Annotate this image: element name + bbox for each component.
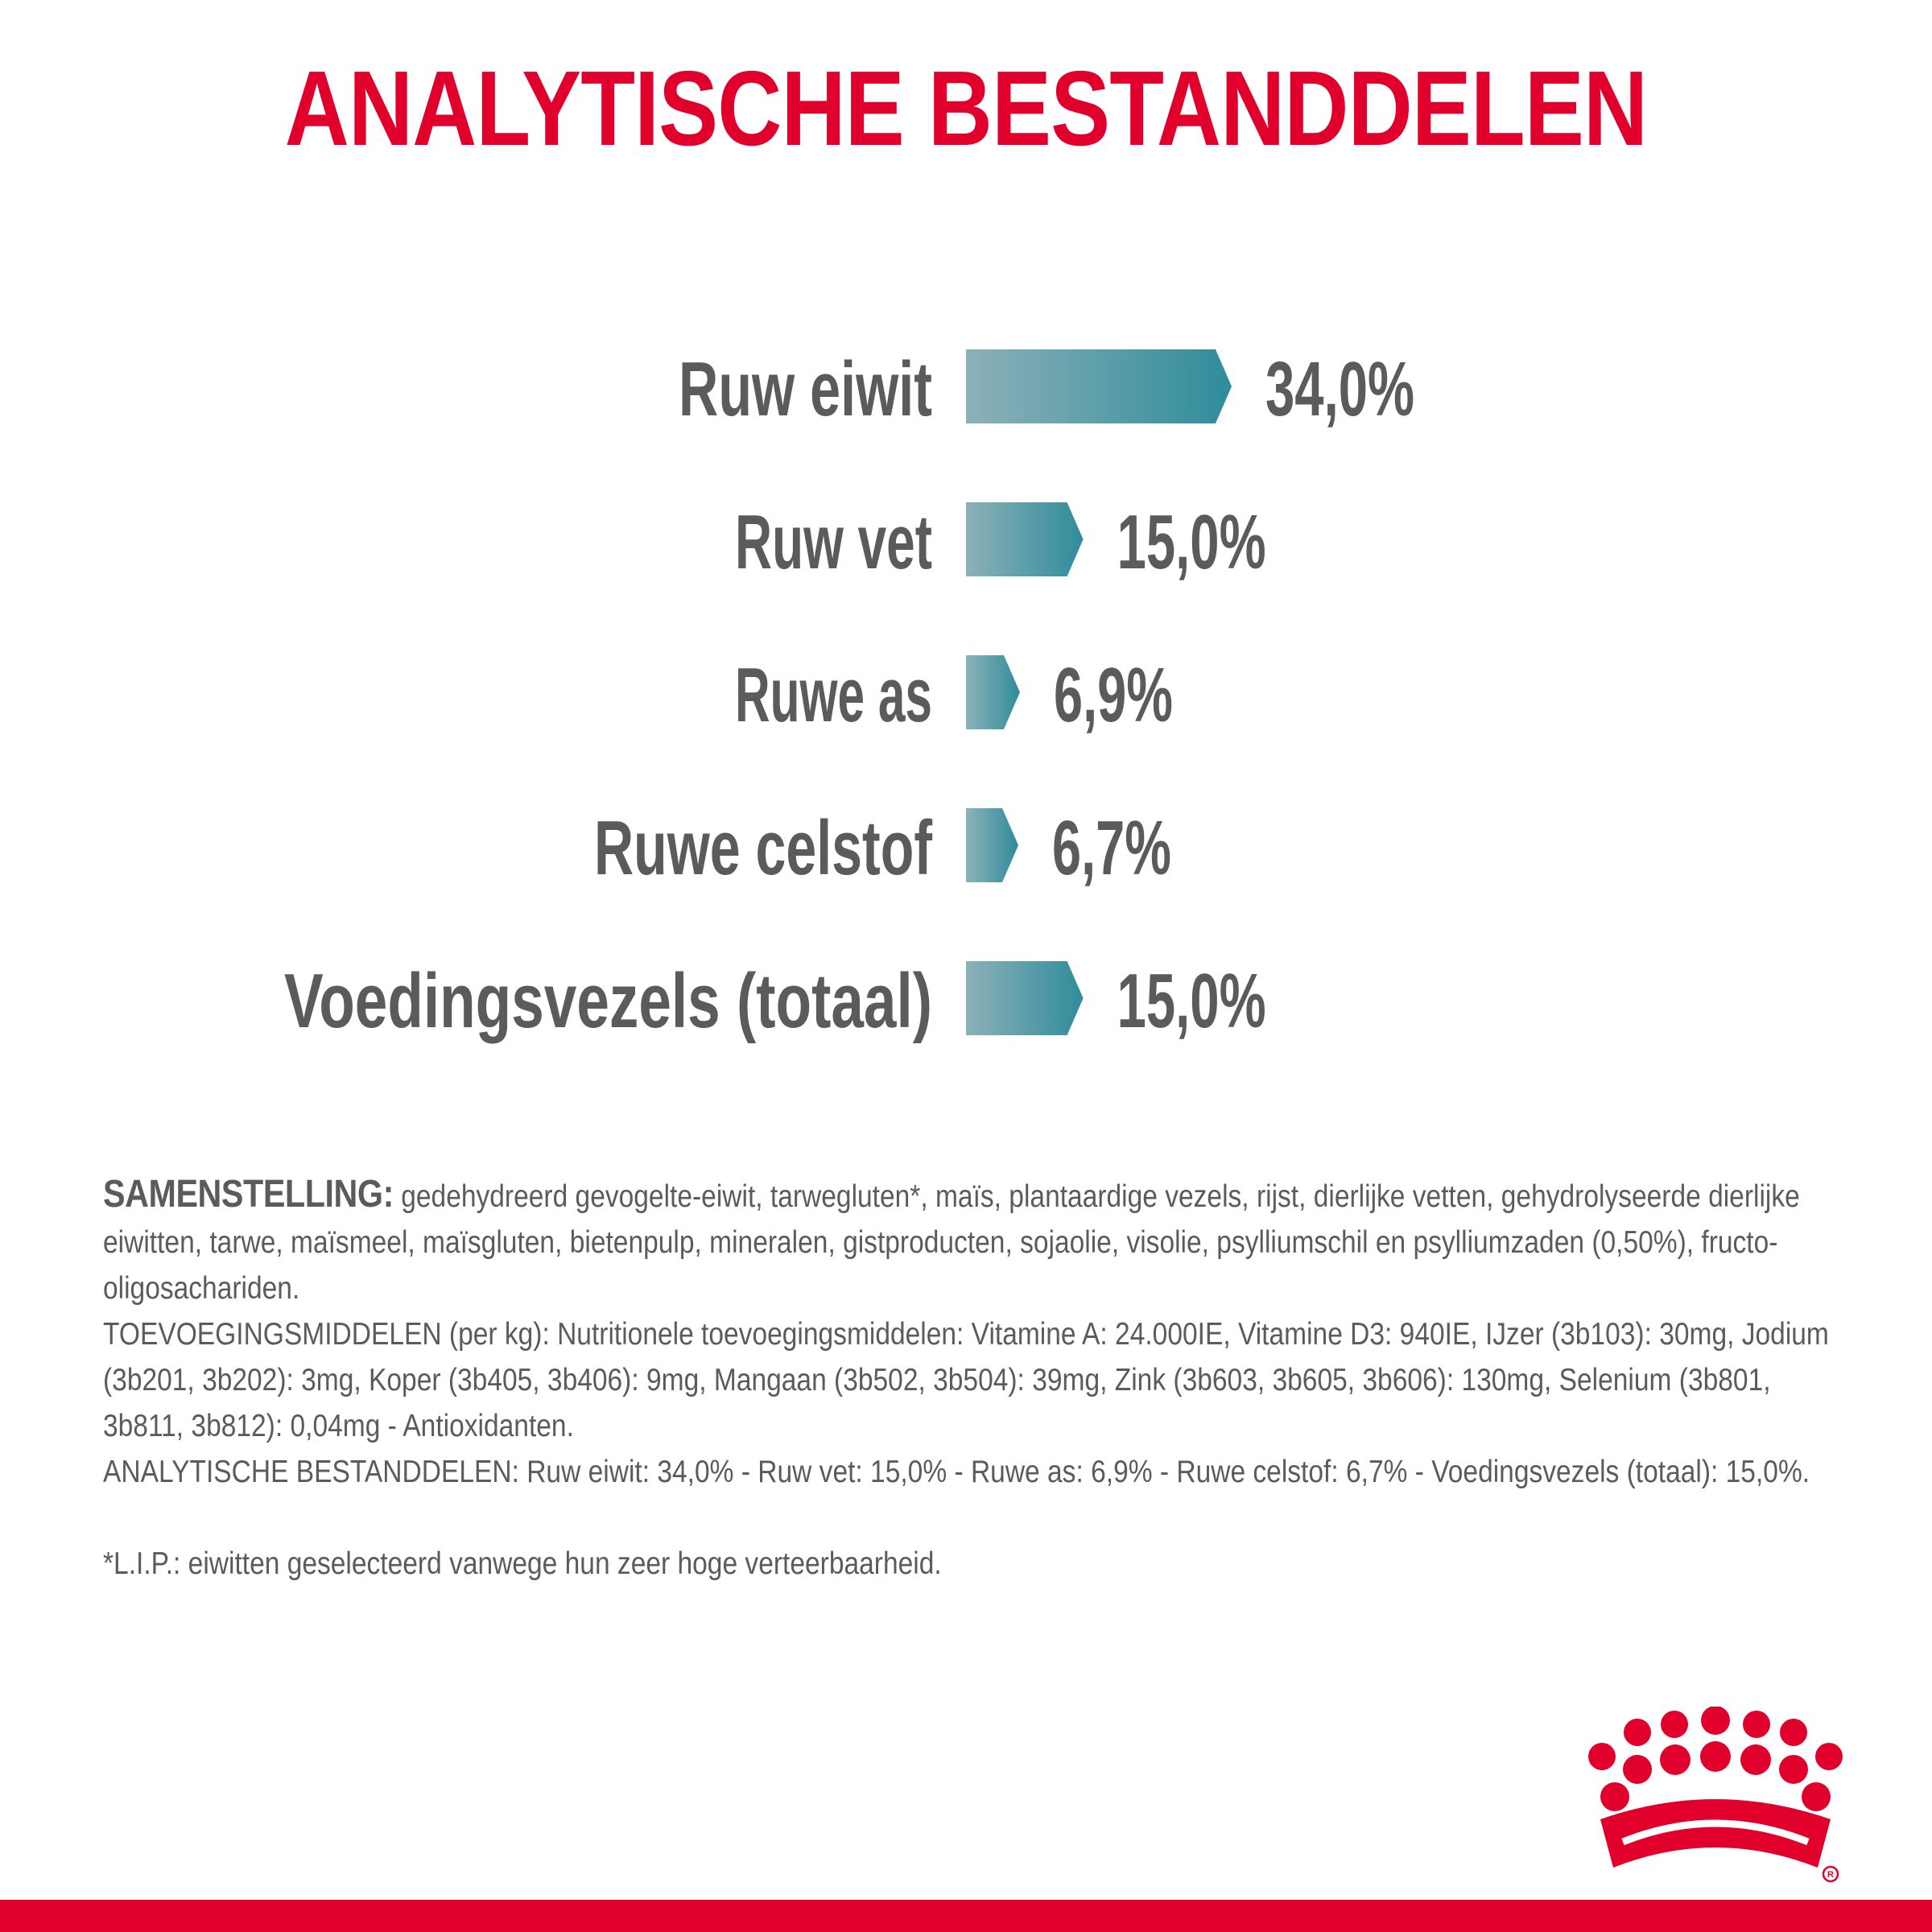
bar-label: Ruw vet <box>735 499 932 585</box>
composition-footnote: *L.I.P.: eiwitten geselecteerd vanwege h… <box>103 1546 942 1581</box>
bar <box>966 961 1084 1035</box>
bar <box>966 502 1084 576</box>
page-title: ANALYTISCHE BESTANDDELEN <box>284 49 1648 167</box>
composition-text: SAMENSTELLING: gedehydreerd gevogelte-ei… <box>103 1171 1842 1587</box>
bar-value-label: 6,9% <box>1054 652 1173 738</box>
bar <box>966 808 1019 882</box>
composition-heading: SAMENSTELLING: <box>103 1173 394 1216</box>
nutrient-bar-chart: Ruw eiwit 34,0% Ruw vet 15,0% Ruwe as 6,9% Ruw… <box>284 346 1414 1044</box>
bar <box>966 349 1232 423</box>
composition-paragraph: SAMENSTELLING: gedehydreerd gevogelte-ei… <box>103 1171 1834 1311</box>
bar-label: Ruwe celstof <box>594 805 933 891</box>
bottom-bar <box>0 1900 1932 1932</box>
composition-analytical: ANALYTISCHE BESTANDDELEN: Ruw eiwit: 34,… <box>103 1455 1810 1489</box>
svg-text:R: R <box>1827 1870 1834 1880</box>
bar-value-label: 34,0% <box>1265 346 1414 432</box>
bar-value-label: 6,7% <box>1052 805 1171 891</box>
bar <box>966 655 1020 729</box>
composition-additives: TOEVOEGINGSMIDDELEN (per kg): Nutritione… <box>103 1317 1829 1443</box>
crown-icon: R <box>1588 1707 1843 1883</box>
bar-label: Ruwe as <box>735 652 932 738</box>
bar-value-label: 15,0% <box>1117 958 1266 1044</box>
composition-ingredients: gedehydreerd gevogelte-eiwit, tarweglute… <box>103 1179 1800 1306</box>
bar-value-label: 15,0% <box>1117 499 1266 585</box>
bar-label: Ruw eiwit <box>679 346 932 432</box>
bar-label: Voedingsvezels (totaal) <box>284 958 932 1044</box>
